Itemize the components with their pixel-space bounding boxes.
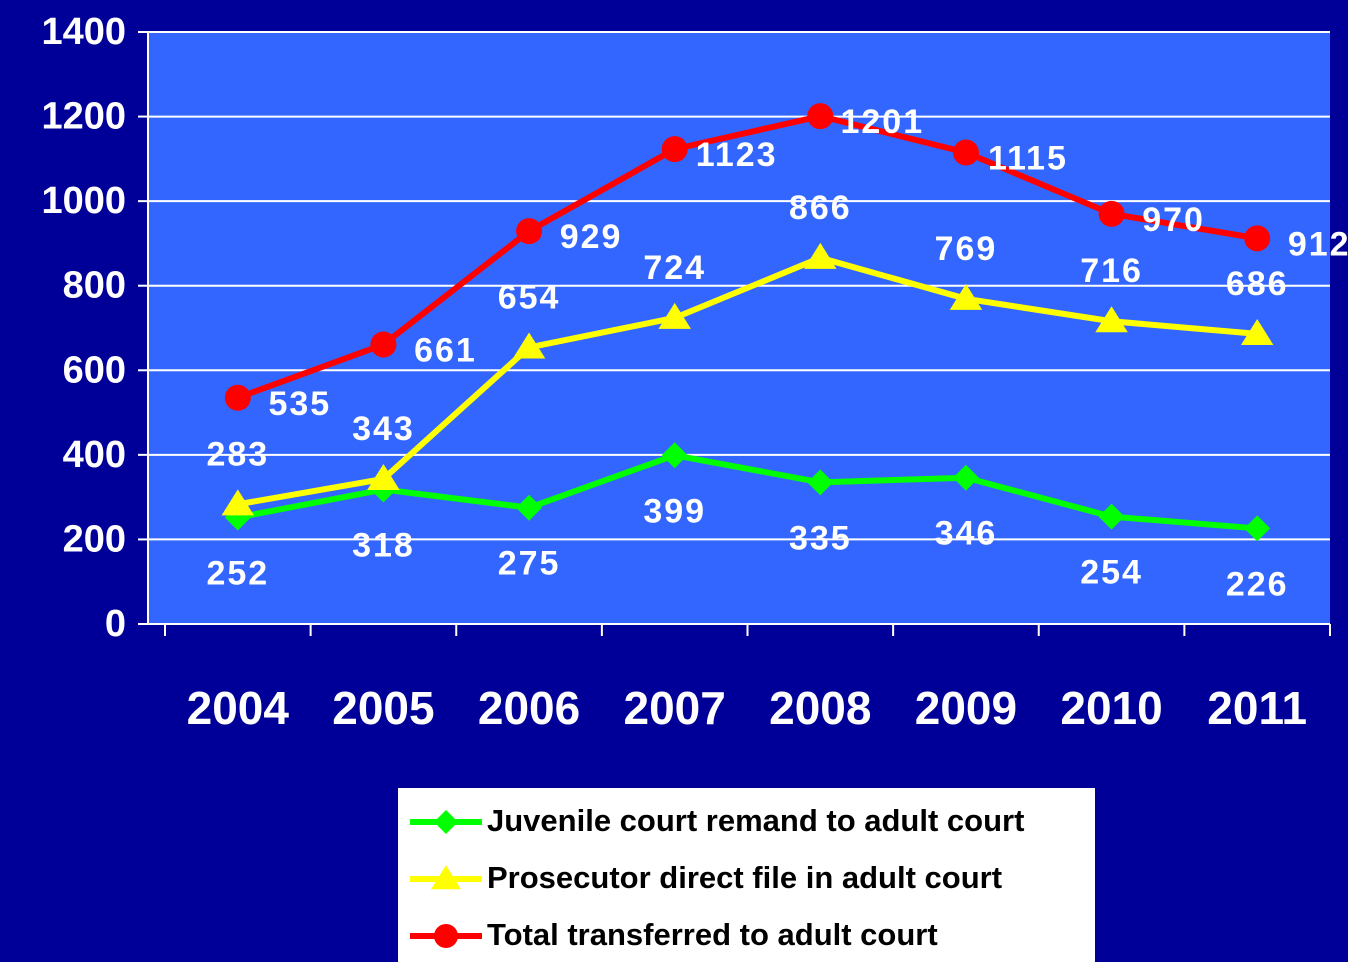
- marker: [434, 924, 458, 948]
- data-label: 769: [935, 230, 998, 268]
- axes: 0 200 400 600 800 1000 1200 1400 2004 2005 2006 200…: [41, 11, 1331, 734]
- x-tick-label: 2011: [1207, 682, 1307, 734]
- marker: [658, 302, 691, 329]
- x-tick-label: 2006: [478, 682, 580, 734]
- marker: [516, 218, 543, 245]
- marker: [224, 384, 251, 411]
- x-tick-label: 2007: [624, 682, 726, 734]
- data-label: 1201: [840, 103, 924, 141]
- plot-area: [148, 32, 1330, 624]
- marker: [431, 865, 461, 890]
- data-label: 275: [498, 545, 561, 583]
- x-tick-label: 2004: [187, 682, 290, 734]
- legend-label: Juvenile court remand to adult court: [487, 803, 1024, 838]
- marker: [661, 442, 688, 469]
- marker: [516, 494, 543, 521]
- y-tick-label: 1200: [41, 96, 126, 138]
- y-tick-label: 800: [63, 265, 126, 307]
- data-label: 399: [643, 492, 706, 530]
- marker: [661, 136, 688, 163]
- data-label: 254: [1080, 554, 1143, 592]
- x-tick-label: 2005: [332, 682, 434, 734]
- marker: [434, 810, 458, 834]
- marker: [952, 139, 979, 166]
- marker: [804, 242, 837, 269]
- data-label: 716: [1080, 252, 1143, 290]
- data-label: 226: [1226, 565, 1289, 603]
- data-label: 535: [268, 385, 331, 423]
- series-line: [237, 452, 1258, 532]
- data-label: 252: [206, 554, 269, 592]
- series: [221, 103, 1274, 542]
- y-tick-label: 1000: [41, 180, 126, 222]
- x-tick-label: 2010: [1060, 682, 1162, 734]
- data-label: 912: [1288, 225, 1348, 263]
- marker: [1095, 306, 1128, 333]
- y-tick-label: 400: [63, 434, 126, 476]
- marker: [807, 469, 834, 496]
- data-label: 1115: [988, 139, 1068, 177]
- y-tick-label: 200: [63, 518, 126, 560]
- data-labels: 252 318 275 399 335 346 254 226 283 343 654 724 866 7…: [206, 103, 1348, 603]
- data-label: 970: [1142, 201, 1205, 239]
- data-label: 929: [560, 218, 623, 256]
- marker: [1244, 225, 1271, 252]
- marker: [1098, 200, 1125, 227]
- data-label: 346: [935, 515, 998, 553]
- data-label: 343: [352, 410, 415, 448]
- data-label: 283: [206, 435, 269, 473]
- data-label: 1123: [696, 136, 778, 174]
- marker: [370, 331, 397, 358]
- marker: [952, 464, 979, 491]
- y-tick-label: 0: [105, 603, 126, 645]
- marker: [221, 489, 255, 516]
- y-tick-label: 1400: [41, 11, 126, 53]
- data-label: 724: [643, 249, 706, 287]
- x-tick-label: 2008: [769, 682, 871, 734]
- marker: [1098, 503, 1125, 530]
- legend-label: Prosecutor direct file in adult court: [487, 860, 1002, 895]
- data-label: 318: [352, 527, 415, 565]
- series-line: [237, 254, 1258, 508]
- legend: Juvenile court remand to adult court Pros…: [410, 803, 1024, 952]
- legend-box: [398, 788, 1095, 962]
- marker: [367, 464, 400, 491]
- marker: [807, 103, 834, 130]
- marker: [512, 332, 546, 359]
- data-label: 654: [498, 278, 561, 316]
- y-tick-label: 600: [63, 349, 126, 391]
- data-label: 866: [789, 189, 852, 227]
- marker: [1244, 515, 1271, 542]
- x-tick-label: 2009: [915, 682, 1017, 734]
- data-label: 686: [1226, 265, 1289, 303]
- marker: [949, 283, 983, 310]
- series-line: [236, 113, 1258, 401]
- marker: [1240, 318, 1274, 345]
- legend-label: Total transferred to adult court: [487, 917, 938, 952]
- data-label: 335: [789, 519, 852, 557]
- data-label: 661: [414, 331, 477, 369]
